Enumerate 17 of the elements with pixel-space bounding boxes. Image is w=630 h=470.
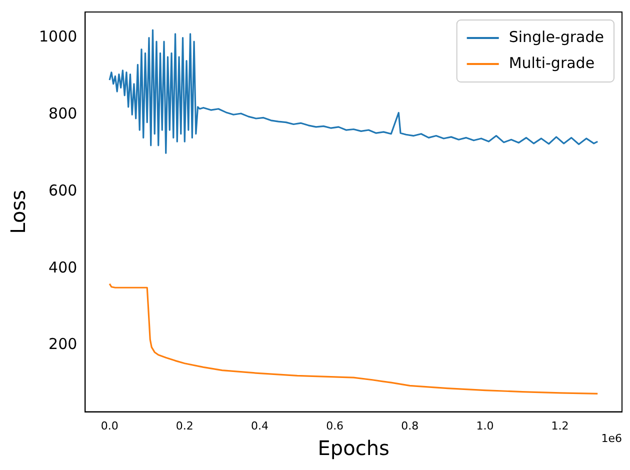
text: 1e6 bbox=[601, 432, 622, 446]
y-axis-title: Loss bbox=[6, 190, 30, 234]
legend-label: Multi-grade bbox=[508, 54, 595, 72]
x-tick-label: 1.2 bbox=[551, 419, 569, 432]
x-tick-label: 0.8 bbox=[401, 419, 419, 432]
y-tick-label: 600 bbox=[48, 181, 78, 200]
y-tick-label: 200 bbox=[48, 335, 78, 354]
x-tick-label: 0.0 bbox=[100, 419, 118, 432]
x-tick-label: 1.0 bbox=[476, 419, 494, 432]
x-tick-label: 0.6 bbox=[326, 419, 344, 432]
x-axis-title: Epochs bbox=[318, 436, 390, 460]
y-tick-label: 400 bbox=[48, 258, 78, 276]
legend-label: Single-grade bbox=[508, 28, 604, 46]
x-tick-label: 0.2 bbox=[176, 419, 194, 432]
y-tick-label: 800 bbox=[48, 104, 78, 123]
x-tick-label: 0.4 bbox=[250, 419, 268, 432]
y-tick-label: 1000 bbox=[38, 28, 78, 46]
